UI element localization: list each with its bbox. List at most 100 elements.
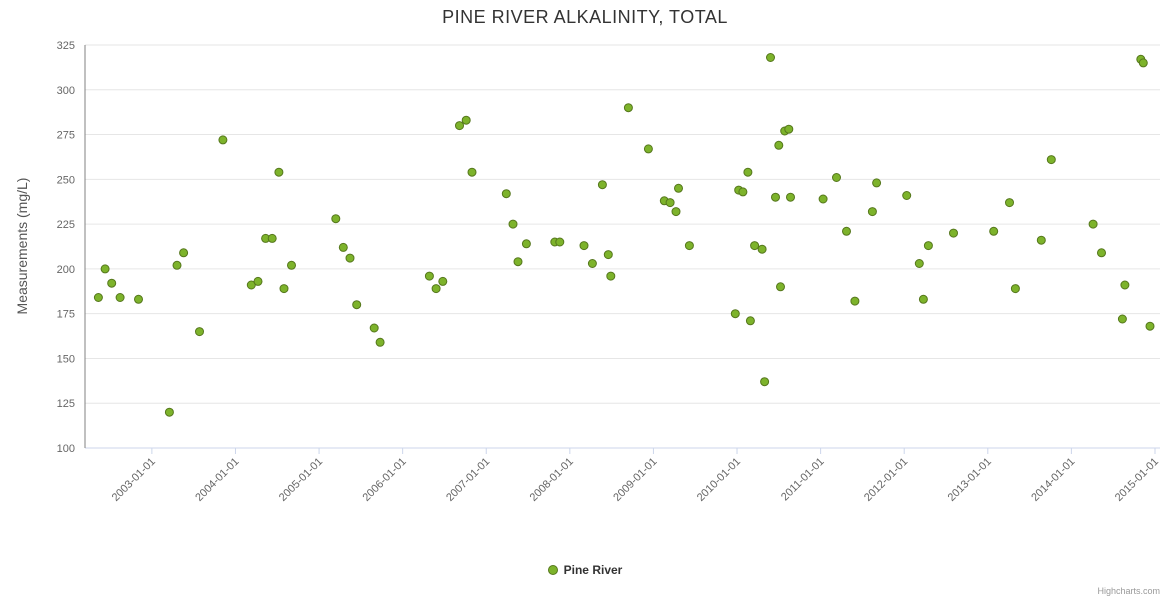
data-point[interactable] <box>603 250 613 260</box>
data-point[interactable] <box>195 327 204 337</box>
data-point[interactable] <box>179 248 189 258</box>
data-point[interactable] <box>774 140 784 150</box>
data-point[interactable] <box>513 257 523 267</box>
data-point[interactable] <box>771 192 780 202</box>
x-tick-label: 2012-01-01 <box>862 456 910 504</box>
y-tick-label: 100 <box>57 443 75 455</box>
data-point[interactable] <box>730 309 740 319</box>
data-point[interactable] <box>776 282 785 292</box>
data-point[interactable] <box>375 337 385 347</box>
data-point[interactable] <box>923 241 933 251</box>
data-point[interactable] <box>902 191 912 200</box>
x-tick-label: 2008-01-01 <box>528 456 576 504</box>
data-point[interactable] <box>172 260 182 270</box>
data-point[interactable] <box>665 198 675 208</box>
data-point[interactable] <box>914 259 924 268</box>
data-point[interactable] <box>164 407 174 417</box>
data-point[interactable] <box>246 280 256 290</box>
data-point[interactable] <box>738 187 748 197</box>
data-point[interactable] <box>1120 280 1130 290</box>
x-tick-label: 2007-01-01 <box>444 456 492 504</box>
x-tick-label: 2014-01-01 <box>1029 456 1077 504</box>
data-point[interactable] <box>467 167 477 177</box>
data-point[interactable] <box>867 207 877 217</box>
data-point[interactable] <box>107 278 117 288</box>
data-point[interactable] <box>521 239 531 249</box>
y-tick-label: 125 <box>57 398 75 410</box>
data-point[interactable] <box>1005 198 1014 208</box>
data-point[interactable] <box>115 293 125 302</box>
data-point[interactable] <box>989 226 999 236</box>
data-point[interactable] <box>784 124 794 134</box>
x-tick-label: 2010-01-01 <box>695 456 743 504</box>
data-point[interactable] <box>832 173 841 182</box>
data-point[interactable] <box>287 260 296 270</box>
data-point[interactable] <box>93 293 103 302</box>
x-tick-label: 2011-01-01 <box>779 456 827 504</box>
data-point[interactable] <box>623 103 633 113</box>
data-point[interactable] <box>606 271 616 281</box>
data-point[interactable] <box>501 189 511 199</box>
data-point[interactable] <box>267 233 277 243</box>
y-tick-label: 325 <box>57 40 75 52</box>
data-point[interactable] <box>508 219 518 229</box>
data-point[interactable] <box>760 377 770 387</box>
x-tick-label: 2009-01-01 <box>611 456 659 504</box>
data-point[interactable] <box>757 244 767 254</box>
data-point[interactable] <box>331 214 341 224</box>
legend-item-pine-river[interactable]: Pine River <box>0 563 1170 577</box>
x-tick-label: 2003-01-01 <box>110 456 158 504</box>
data-point[interactable] <box>438 276 448 286</box>
data-point[interactable] <box>218 135 228 145</box>
data-point[interactable] <box>745 316 755 326</box>
credits-link[interactable]: Highcharts.com <box>1097 586 1160 596</box>
data-point[interactable] <box>766 53 775 62</box>
data-point[interactable] <box>579 241 589 251</box>
data-point[interactable] <box>918 294 928 304</box>
data-point[interactable] <box>949 228 958 238</box>
data-point[interactable] <box>345 253 355 263</box>
data-point[interactable] <box>643 144 653 154</box>
data-point[interactable] <box>850 296 860 306</box>
data-point[interactable] <box>872 178 882 188</box>
data-point[interactable] <box>597 180 607 190</box>
data-point[interactable] <box>352 300 362 310</box>
y-tick-label: 150 <box>57 353 75 365</box>
data-point[interactable] <box>1117 314 1127 324</box>
data-point[interactable] <box>274 167 284 177</box>
data-point[interactable] <box>555 237 565 247</box>
chart-title: PINE RIVER ALKALINITY, TOTAL <box>442 7 728 27</box>
data-point[interactable] <box>134 294 143 304</box>
data-point[interactable] <box>1046 155 1056 165</box>
data-point[interactable] <box>587 259 597 268</box>
data-point[interactable] <box>279 284 289 294</box>
data-point[interactable] <box>1097 248 1106 258</box>
data-point[interactable] <box>253 276 263 286</box>
data-point[interactable] <box>684 241 694 251</box>
data-point[interactable] <box>424 271 434 281</box>
data-point[interactable] <box>100 264 110 274</box>
legend-marker-icon <box>547 565 558 575</box>
data-point[interactable] <box>842 226 851 236</box>
data-point[interactable] <box>1145 321 1155 331</box>
data-point[interactable] <box>461 115 471 125</box>
data-point[interactable] <box>1010 284 1020 294</box>
data-point[interactable] <box>369 323 379 333</box>
data-point[interactable] <box>1088 219 1098 229</box>
data-point[interactable] <box>786 192 795 202</box>
data-point[interactable] <box>1138 58 1148 68</box>
y-axis-title: Measurements (mg/L) <box>14 177 30 315</box>
data-point[interactable] <box>818 194 828 204</box>
data-point[interactable] <box>750 241 760 251</box>
data-point[interactable] <box>743 167 753 177</box>
x-tick-label: 2015-01-01 <box>1113 456 1161 504</box>
data-point[interactable] <box>431 284 441 294</box>
data-point[interactable] <box>455 121 464 131</box>
data-point[interactable] <box>1036 235 1046 245</box>
x-tick-label: 2005-01-01 <box>277 456 325 504</box>
data-point[interactable] <box>338 242 348 252</box>
data-point[interactable] <box>671 207 681 217</box>
data-point[interactable] <box>674 183 683 193</box>
y-tick-label: 250 <box>57 174 75 186</box>
